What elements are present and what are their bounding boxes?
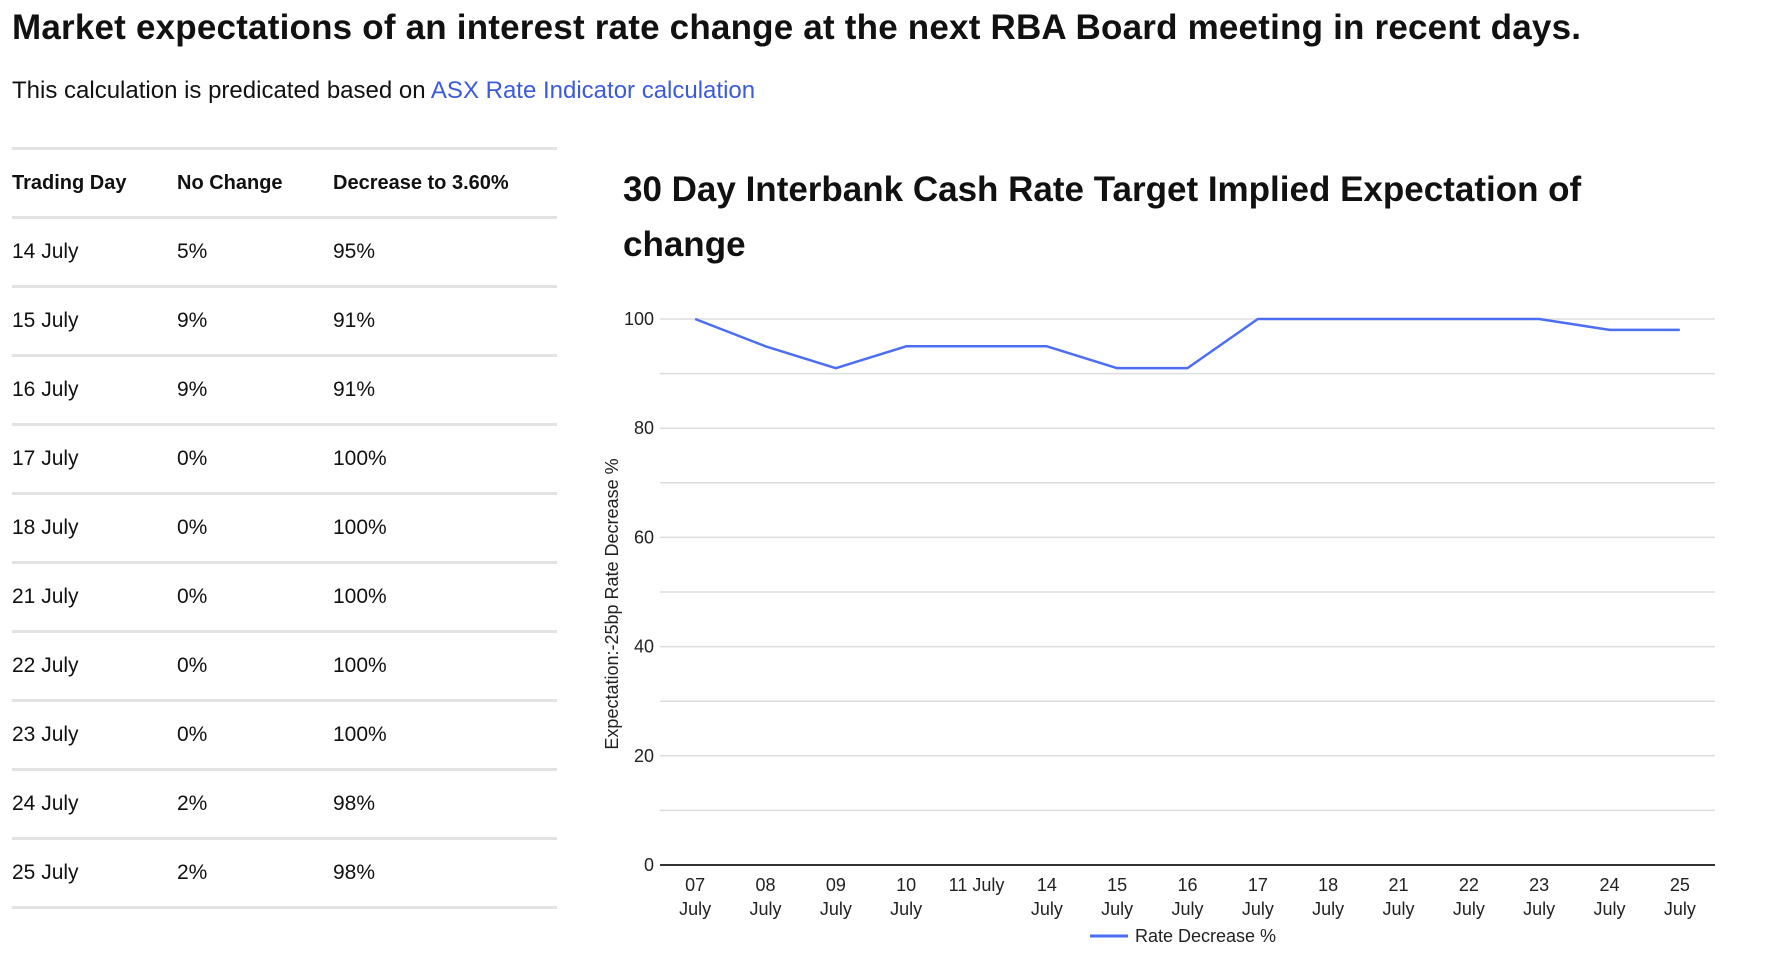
table-row: 16 July 9% 91% <box>12 356 557 425</box>
table-row: 14 July 5% 95% <box>12 218 557 287</box>
cell-no-change: 9% <box>177 378 208 401</box>
x-tick-label: 18 July <box>1312 875 1344 919</box>
cell-trading-day: 14 July <box>12 240 79 263</box>
intro-text: This calculation is predicated based on … <box>12 77 755 105</box>
table-header-row: Trading Day No Change Decrease to 3.60% <box>12 148 557 218</box>
y-tick-label: 100 <box>624 309 654 329</box>
cell-decrease: 91% <box>333 378 376 401</box>
header-decrease: Decrease to 3.60% <box>333 171 509 194</box>
table-row: 24 July 2% 98% <box>12 770 557 839</box>
x-tick-label: 09 July <box>820 875 852 919</box>
cell-no-change: 2% <box>177 861 208 884</box>
x-tick-label: 25 July <box>1664 875 1696 919</box>
cell-trading-day: 23 July <box>12 723 79 746</box>
cell-decrease: 100% <box>333 516 387 539</box>
x-tick-label: 24 July <box>1593 875 1625 919</box>
table-row: 22 July 0% 100% <box>12 632 557 701</box>
x-tick-label: 07 July <box>679 875 711 919</box>
y-axis-label: Expectation:-25bp Rate Decrease % <box>602 458 622 749</box>
page-heading: Market expectations of an interest rate … <box>12 8 1582 47</box>
cell-decrease: 98% <box>333 792 376 815</box>
cell-decrease: 98% <box>333 861 376 884</box>
cell-no-change: 0% <box>177 447 208 470</box>
cell-trading-day: 18 July <box>12 516 79 539</box>
cell-decrease: 95% <box>333 240 376 263</box>
y-tick-label: 0 <box>644 855 654 875</box>
x-tick-label: 10 July <box>890 875 922 919</box>
cell-trading-day: 24 July <box>12 792 79 815</box>
intro-label: This calculation is predicated based on <box>12 77 431 104</box>
x-tick-label: 16 July <box>1171 875 1203 919</box>
cell-decrease: 100% <box>333 585 387 608</box>
table-row: 21 July 0% 100% <box>12 563 557 632</box>
y-tick-label: 40 <box>634 637 654 657</box>
x-tick-label: 21 July <box>1382 875 1414 919</box>
cell-no-change: 9% <box>177 309 208 332</box>
cell-trading-day: 15 July <box>12 309 79 332</box>
chart-title: 30 Day Interbank Cash Rate Target Implie… <box>623 170 1582 264</box>
cell-trading-day: 25 July <box>12 861 79 884</box>
legend-label: Rate Decrease % <box>1135 926 1276 946</box>
x-tick-label: 15 July <box>1101 875 1133 919</box>
x-tick-label: 17 July <box>1242 875 1274 919</box>
cell-no-change: 2% <box>177 792 208 815</box>
cell-no-change: 5% <box>177 240 208 263</box>
cell-trading-day: 21 July <box>12 585 79 608</box>
cell-trading-day: 22 July <box>12 654 79 677</box>
table-row: 25 July 2% 98% <box>12 839 557 908</box>
expectations-table: Trading Day No Change Decrease to 3.60% … <box>12 147 557 909</box>
line-chart: 0 20 40 60 80 100 Expectation:-25bp Rate Decre… <box>602 309 1715 946</box>
cell-decrease: 100% <box>333 447 387 470</box>
cell-no-change: 0% <box>177 516 208 539</box>
y-tick-label: 80 <box>634 418 654 438</box>
series-line <box>694 317 1680 370</box>
y-tick-label: 20 <box>634 746 654 766</box>
x-tick-label: 22 July <box>1453 875 1485 919</box>
table-row: 18 July 0% 100% <box>12 494 557 563</box>
x-tick-label: 23 July <box>1523 875 1555 919</box>
cell-trading-day: 17 July <box>12 447 79 470</box>
cell-trading-day: 16 July <box>12 378 79 401</box>
cell-decrease: 100% <box>333 654 387 677</box>
asx-rate-indicator-link[interactable]: ASX Rate Indicator calculation <box>430 77 756 104</box>
cell-decrease: 91% <box>333 309 376 332</box>
cell-no-change: 0% <box>177 654 208 677</box>
table-row: 23 July 0% 100% <box>12 701 557 770</box>
header-no-change: No Change <box>177 171 283 194</box>
header-trading-day: Trading Day <box>12 171 127 194</box>
y-tick-label: 60 <box>634 527 654 547</box>
x-tick-label: 11 July <box>949 875 1005 895</box>
table-row: 17 July 0% 100% <box>12 425 557 494</box>
x-tick-label: 08 July <box>749 875 781 919</box>
cell-decrease: 100% <box>333 723 387 746</box>
cell-no-change: 0% <box>177 585 208 608</box>
x-tick-label: 14 July <box>1031 875 1063 919</box>
table-row: 15 July 9% 91% <box>12 287 557 356</box>
cell-no-change: 0% <box>177 723 208 746</box>
